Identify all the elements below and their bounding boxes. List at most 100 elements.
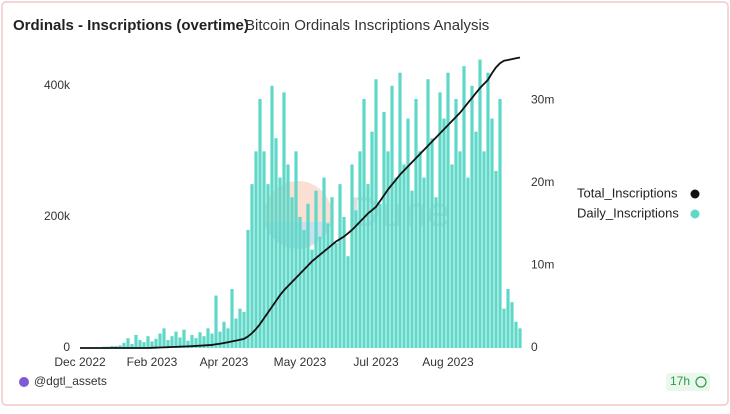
bar — [298, 216, 302, 348]
bar — [218, 331, 222, 348]
bar — [406, 118, 410, 348]
bar — [410, 190, 414, 348]
chart-title: Ordinals - Inscriptions (overtime) — [13, 17, 249, 34]
legend-swatch — [690, 189, 700, 199]
bar — [350, 164, 354, 348]
bar — [154, 338, 158, 348]
age-icon — [695, 376, 707, 388]
bar — [474, 131, 478, 348]
bar — [502, 308, 506, 348]
bar — [466, 177, 470, 348]
y2-tick-label: 10m — [531, 258, 554, 272]
bar — [470, 85, 474, 348]
bar — [182, 329, 186, 348]
bar — [282, 92, 286, 348]
bar — [402, 164, 406, 348]
bar — [454, 98, 458, 348]
bar — [378, 203, 382, 348]
bar — [234, 318, 238, 348]
bar — [506, 289, 510, 348]
bar — [134, 334, 138, 348]
y2-tick-label: 0 — [531, 340, 538, 354]
bar — [118, 345, 122, 348]
x-tick-label: Apr 2023 — [200, 355, 249, 369]
author[interactable]: @dgtl_assets — [34, 374, 107, 388]
bar — [374, 79, 378, 348]
bar — [122, 342, 126, 348]
y2-tick-label: 30m — [531, 93, 554, 107]
bar — [318, 236, 322, 348]
plot: 0 200k 400k 0 10m 20m 30m Dec 2022 Feb 2023 Apr 2… — [44, 56, 554, 369]
bar — [178, 337, 182, 348]
bar — [518, 328, 522, 348]
bar — [230, 289, 234, 348]
bar — [146, 336, 150, 348]
bar — [422, 177, 426, 348]
bar — [214, 295, 218, 348]
bar — [458, 151, 462, 348]
bar — [494, 171, 498, 348]
watermark-logo — [264, 181, 332, 249]
bar — [206, 328, 210, 348]
bar — [330, 197, 334, 348]
bar — [130, 344, 134, 348]
bar — [158, 333, 162, 348]
bar — [278, 177, 282, 348]
bar — [490, 118, 494, 348]
bar — [314, 190, 318, 348]
bar — [426, 79, 430, 348]
bar — [358, 151, 362, 348]
bar — [382, 112, 386, 348]
bar — [202, 336, 206, 348]
bar — [222, 321, 226, 348]
bar — [438, 92, 442, 348]
age: 17h — [670, 374, 690, 388]
bar — [342, 216, 346, 348]
author-avatar — [19, 377, 29, 387]
x-tick-label: Aug 2023 — [422, 355, 474, 369]
bar — [346, 256, 350, 348]
x-tick-label: Dec 2022 — [54, 355, 106, 369]
bar — [362, 98, 366, 348]
bar — [258, 98, 262, 348]
bar — [210, 333, 214, 348]
bar — [266, 184, 270, 348]
bar — [166, 340, 170, 348]
legend-label: Total_Inscriptions — [577, 185, 678, 200]
bar — [306, 203, 310, 348]
bar — [442, 118, 446, 348]
bar — [398, 72, 402, 348]
bar — [462, 66, 466, 348]
bar — [310, 249, 314, 348]
bar — [498, 98, 502, 348]
bar — [138, 340, 142, 348]
bar — [186, 340, 190, 348]
legend-label: Daily_Inscriptions — [577, 205, 679, 220]
y-tick-label: 400k — [44, 78, 71, 92]
bar — [390, 85, 394, 348]
bar — [482, 151, 486, 348]
bar — [370, 131, 374, 348]
bar — [514, 321, 518, 348]
bar — [262, 151, 266, 348]
bar — [302, 230, 306, 348]
bar — [386, 151, 390, 348]
bar — [450, 164, 454, 348]
bar — [290, 197, 294, 348]
bar — [190, 334, 194, 348]
bar — [194, 338, 198, 348]
bar — [294, 151, 298, 348]
bar — [478, 59, 482, 348]
bar — [334, 243, 338, 348]
bar — [354, 210, 358, 348]
bar — [286, 164, 290, 348]
bar — [170, 336, 174, 348]
bar — [162, 328, 166, 348]
bar — [246, 230, 250, 348]
bar — [226, 328, 230, 348]
line — [80, 56, 521, 349]
bar — [114, 346, 118, 348]
y2-tick-label: 20m — [531, 175, 554, 189]
bar — [142, 342, 146, 348]
